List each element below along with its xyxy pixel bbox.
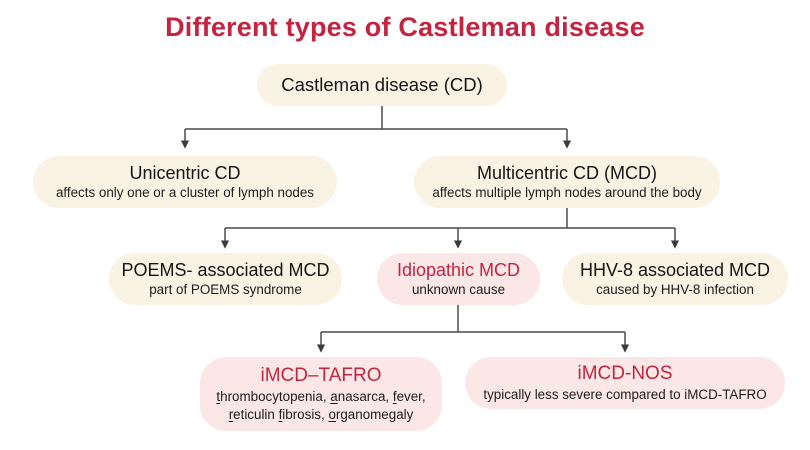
node-castleman-disease: Castleman disease (CD) <box>257 64 507 106</box>
node-imcd-tafro-label: iMCD–TAFRO <box>260 364 382 386</box>
node-hhv8-mcd-desc: caused by HHV-8 infection <box>596 282 754 298</box>
node-castleman-disease-label: Castleman disease (CD) <box>281 74 483 96</box>
node-unicentric-cd-label: Unicentric CD <box>129 162 241 183</box>
node-idiopathic-mcd: Idiopathic MCD unknown cause <box>377 253 540 305</box>
node-multicentric-cd-desc: affects multiple lymph nodes around the … <box>432 185 702 201</box>
node-imcd-nos-desc: typically less severe compared to iMCD-T… <box>483 387 767 402</box>
node-multicentric-cd-label: Multicentric CD (MCD) <box>477 162 657 183</box>
page-title: Different types of Castleman disease <box>165 12 645 42</box>
node-poems-mcd-desc: part of POEMS syndrome <box>149 282 302 298</box>
node-hhv8-mcd: HHV-8 associated MCD caused by HHV-8 inf… <box>562 253 788 305</box>
node-poems-mcd: POEMS- associated MCD part of POEMS synd… <box>109 253 342 305</box>
node-imcd-tafro: iMCD–TAFRO thrombocytopenia, anasarca, f… <box>200 357 442 431</box>
node-poems-mcd-label: POEMS- associated MCD <box>121 259 330 280</box>
node-multicentric-cd: Multicentric CD (MCD) affects multiple l… <box>414 156 720 208</box>
node-hhv8-mcd-label: HHV-8 associated MCD <box>579 259 771 280</box>
node-imcd-tafro-desc: thrombocytopenia, anasarca, fever, reticu… <box>216 389 426 423</box>
node-unicentric-cd-desc: affects only one or a cluster of lymph n… <box>55 185 315 201</box>
node-idiopathic-mcd-desc: unknown cause <box>411 282 506 298</box>
node-idiopathic-mcd-label: Idiopathic MCD <box>396 259 521 280</box>
node-imcd-nos: iMCD-NOS typically less severe compared … <box>465 357 785 409</box>
node-imcd-nos-label: iMCD-NOS <box>577 363 673 385</box>
node-unicentric-cd: Unicentric CD affects only one or a clus… <box>33 156 337 208</box>
